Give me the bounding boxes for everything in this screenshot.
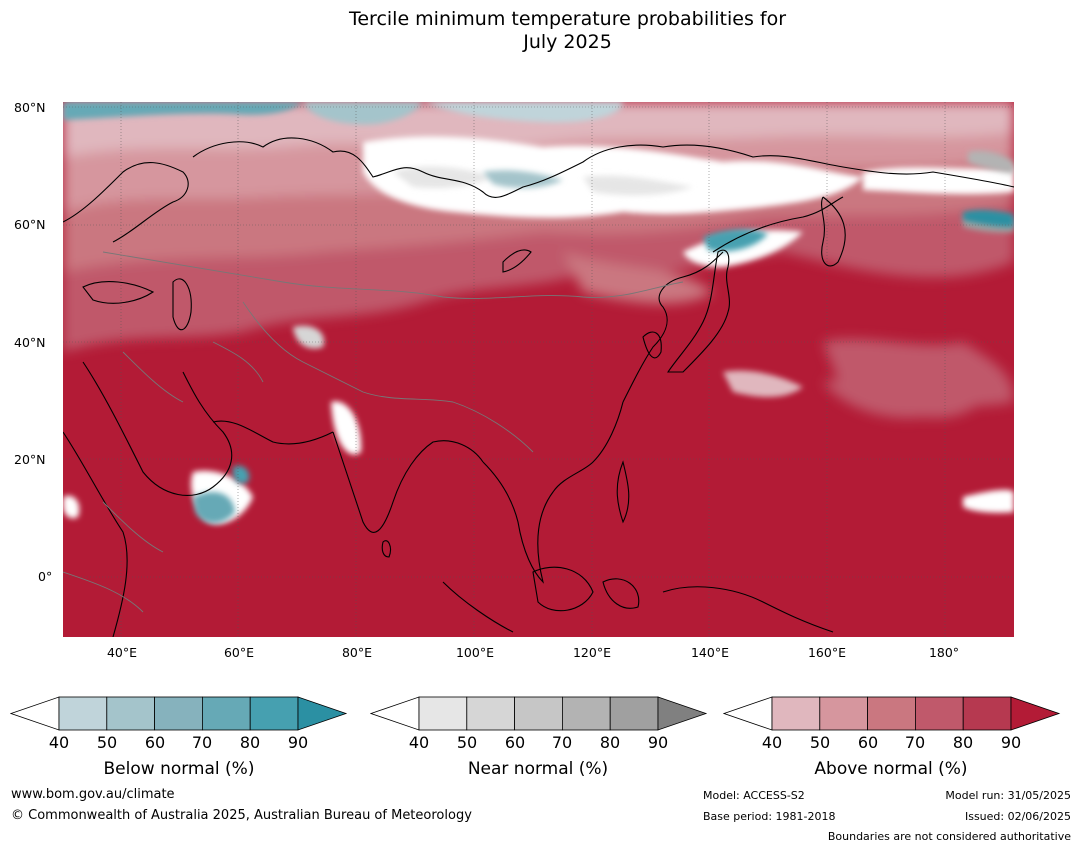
country-borders <box>63 251 684 613</box>
colorbar-lower-extension <box>723 696 773 731</box>
colorbar-bin <box>962 696 1012 731</box>
lat-label-20n: 20°N <box>14 452 46 467</box>
colorbar-lower-extension <box>370 696 420 731</box>
below-tick-40: 40 <box>48 733 70 752</box>
issued-date: Issued: 02/06/2025 <box>964 810 1071 823</box>
colorbar-upper-extension <box>297 696 348 731</box>
map-canvas <box>63 102 1014 637</box>
colorbar-upper-extension <box>1010 696 1061 731</box>
lon-label-100e: 100°E <box>455 645 494 660</box>
colorbar-bin <box>106 696 156 731</box>
colorbar-bin <box>867 696 916 731</box>
lat-label-40n: 40°N <box>14 335 46 350</box>
near-tick-40: 40 <box>408 733 430 752</box>
map-title: Tercile minimum temperature probabilitie… <box>0 8 1081 54</box>
near-normal-title: Near normal (%) <box>467 759 609 779</box>
colorbar-upper-extension <box>657 696 708 731</box>
lon-label-80e: 80°E <box>341 645 373 660</box>
near-tick-70: 70 <box>551 733 573 752</box>
above-tick-70: 70 <box>904 733 926 752</box>
above-normal-colorbar <box>723 696 1061 731</box>
colorbar-bin <box>249 696 299 731</box>
below-tick-70: 70 <box>191 733 213 752</box>
base-period: Base period: 1981-2018 <box>703 810 836 823</box>
near-tick-60: 60 <box>504 733 526 752</box>
title-line-1: Tercile minimum temperature probabilitie… <box>348 8 787 30</box>
lat-label-80n: 80°N <box>14 100 46 115</box>
lon-label-120e: 120°E <box>572 645 611 660</box>
colorbar-bin <box>466 696 516 731</box>
above-normal-title: Above normal (%) <box>814 759 968 779</box>
below-normal-shading <box>63 102 1014 524</box>
colorbar-bin <box>58 696 108 731</box>
lon-label-140e: 140°E <box>690 645 729 660</box>
above-tick-80: 80 <box>952 733 974 752</box>
model-run-date: Model run: 31/05/2025 <box>945 789 1071 802</box>
colorbar-bin <box>914 696 964 731</box>
near-tick-80: 80 <box>599 733 621 752</box>
model-name: Model: ACCESS-S2 <box>703 789 805 802</box>
colorbar-lower-extension <box>10 696 60 731</box>
colorbar-bin <box>514 696 563 731</box>
colorbar-bin <box>154 696 203 731</box>
lon-label-60e: 60°E <box>223 645 255 660</box>
website-link[interactable]: www.bom.gov.au/climate <box>11 787 175 802</box>
colorbar-bin <box>771 696 821 731</box>
below-normal-colorbar <box>10 696 348 731</box>
colorbar-bin <box>819 696 869 731</box>
below-tick-60: 60 <box>144 733 166 752</box>
graticule <box>63 102 1014 637</box>
lat-label-equator: 0° <box>38 569 53 584</box>
lon-label-40e: 40°E <box>106 645 138 660</box>
above-tick-60: 60 <box>857 733 879 752</box>
lon-label-160e: 160°E <box>807 645 846 660</box>
lat-label-60n: 60°N <box>14 217 46 232</box>
above-tick-40: 40 <box>761 733 783 752</box>
above-tick-90: 90 <box>1000 733 1022 752</box>
below-tick-80: 80 <box>239 733 261 752</box>
title-line-2: July 2025 <box>523 31 612 53</box>
below-normal-title: Below normal (%) <box>103 759 255 779</box>
coastlines <box>63 137 1014 637</box>
colorbar-bin <box>561 696 611 731</box>
near-tick-50: 50 <box>456 733 478 752</box>
colorbar-bin <box>609 696 659 731</box>
near-tick-90: 90 <box>647 733 669 752</box>
colorbar-bin <box>201 696 251 731</box>
copyright-text: © Commonwealth of Australia 2025, Austra… <box>11 808 472 823</box>
boundaries-disclaimer: Boundaries are not considered authoritat… <box>827 830 1071 843</box>
colorbar-bin <box>418 696 468 731</box>
probability-map <box>63 102 1014 637</box>
above-tick-50: 50 <box>809 733 831 752</box>
lon-label-180: 180° <box>928 645 960 660</box>
near-normal-colorbar <box>370 696 708 731</box>
below-tick-90: 90 <box>287 733 309 752</box>
near-normal-shading <box>293 150 1014 349</box>
below-tick-50: 50 <box>96 733 118 752</box>
